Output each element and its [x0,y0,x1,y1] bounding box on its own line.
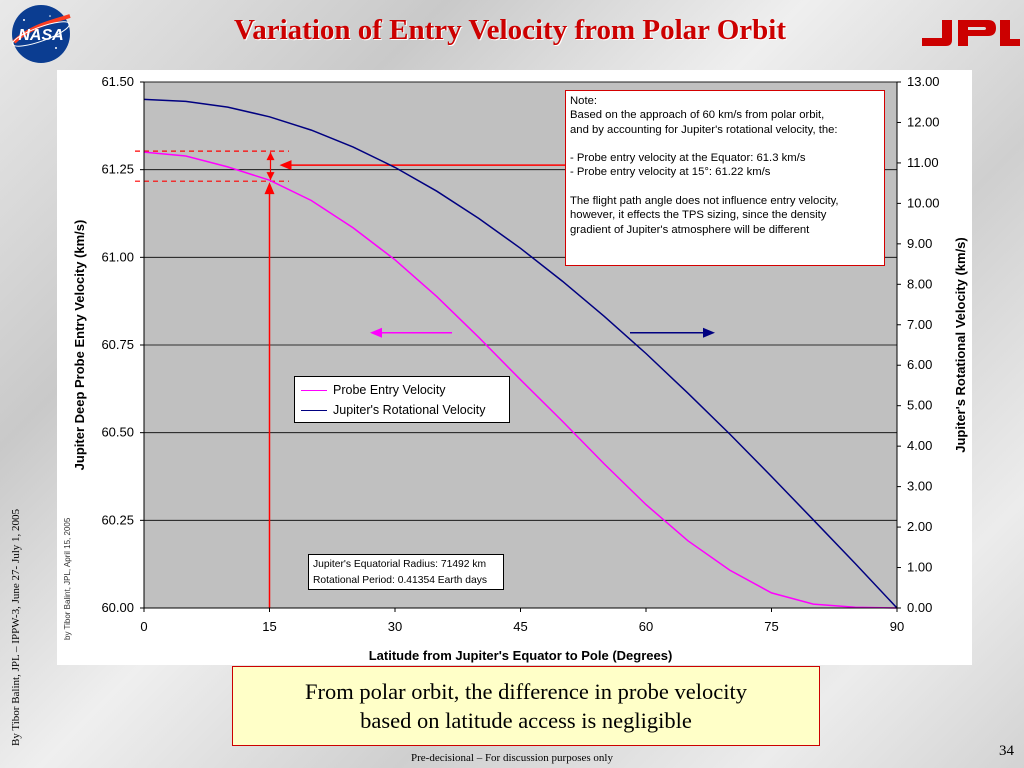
y-tick-label: 61.50 [101,74,134,89]
y-tick-label: 61.00 [101,249,134,264]
x-tick-label: 75 [764,619,778,634]
jpl-logo [922,20,1020,46]
info-line: Rotational Period: 0.41354 Earth days [313,575,488,586]
y2-tick-label: 7.00 [907,317,932,332]
callout-line: From polar orbit, the difference in prob… [305,679,747,704]
callout-line: based on latitude access is negligible [360,708,692,733]
nasa-logo: NASA [12,5,71,63]
y2-tick-label: 10.00 [907,195,940,210]
chart-panel: 60.00 60.25 60.50 60.75 61.00 61.25 61.50 0.00 1… [57,70,972,665]
note-pointer-arrowhead [279,160,292,171]
right-axis-indicator-arrowhead [703,327,715,338]
legend-label-probe: Probe Entry Velocity [333,383,446,397]
note-line [570,137,880,151]
x-tick-label: 0 [140,619,147,634]
y-tick-label: 60.25 [101,512,134,527]
note-line: however, it effects the TPS sizing, sinc… [570,209,827,222]
y-tick-label: 60.50 [101,425,134,440]
note-line: and by accounting for Jupiter's rotation… [570,123,838,136]
y2-tick-label: 2.00 [907,519,932,534]
chart-credit: by Tibor Balint, JPL, April 15, 2005 [63,517,72,640]
y2-tick-label: 9.00 [907,236,932,251]
info-box: Jupiter's Equatorial Radius: 71492 km Ro… [308,554,504,590]
page-number: 34 [999,743,1014,759]
y2-tick-label: 1.00 [907,560,932,575]
y2-tick-label: 6.00 [907,357,932,372]
footer-disclaimer: Pre-decisional – For discussion purposes… [411,752,613,764]
y-tick-label: 61.25 [101,162,134,177]
slide-title: Variation of Entry Velocity from Polar O… [233,14,787,46]
x-tick-label: 30 [388,619,402,634]
note-line: - Probe entry velocity at the Equator: 6… [570,152,806,165]
series-line-rotational [143,98,898,609]
y-tick-label: 60.75 [101,337,134,352]
y2-tick-label: 0.00 [907,600,932,615]
x-tick-label: 15 [262,619,276,634]
x-tick-label: 60 [639,619,653,634]
note-line: Note: [570,95,598,107]
y2-axis-label: Jupiter's Rotational Velocity (km/s) [953,237,968,452]
x-axis-label: Latitude from Jupiter's Equator to Pole … [369,648,673,663]
conclusion-callout: From polar orbit, the difference in prob… [232,666,820,746]
y-tick-label: 60.00 [101,600,134,615]
y-axis-label: Jupiter Deep Probe Entry Velocity (km/s) [72,220,87,471]
legend-entry-rotational: Jupiter's Rotational Velocity [301,400,503,420]
legend: Probe Entry Velocity Jupiter's Rotationa… [294,376,510,423]
y2-tick-label: 8.00 [907,276,932,291]
note-line: The flight path angle does not influence… [570,195,839,208]
svg-text:NASA: NASA [18,27,63,44]
y2-tick-label: 5.00 [907,398,932,413]
note-line [570,180,880,194]
note-line: - Probe entry velocity at 15°: 61.22 km/… [570,166,771,179]
legend-label-rotational: Jupiter's Rotational Velocity [333,403,486,417]
annotation-markers [135,150,715,608]
note-box: Note: Based on the approach of 60 km/s f… [565,90,885,266]
x-tick-label: 90 [890,619,904,634]
axes: 60.00 60.25 60.50 60.75 61.00 61.25 61.50 0.00 1… [101,74,939,634]
x-tick-label: 45 [513,619,527,634]
y2-tick-label: 12.00 [907,114,940,129]
bracket-arrow-up [266,152,275,161]
series-layer [143,98,898,609]
left-axis-indicator-arrowhead [370,327,382,338]
legend-swatch-probe [301,389,327,391]
bracket-arrow-down [266,172,275,181]
y2-tick-label: 11.00 [907,155,939,170]
y2-tick-label: 4.00 [907,438,932,453]
legend-entry-probe: Probe Entry Velocity [301,380,503,400]
side-credit: By Tibor Balint, JPL – IPPW-3, June 27- … [10,508,22,746]
legend-swatch-rotational [301,409,327,411]
y2-tick-label: 13.00 [907,74,940,89]
latitude-15-arrowhead [264,182,275,195]
note-line: gradient of Jupiter's atmosphere will be… [570,223,810,236]
series-line-probe [143,151,898,609]
y2-tick-label: 3.00 [907,479,932,494]
note-line: Based on the approach of 60 km/s from po… [570,109,825,122]
info-line: Jupiter's Equatorial Radius: 71492 km [313,559,487,570]
